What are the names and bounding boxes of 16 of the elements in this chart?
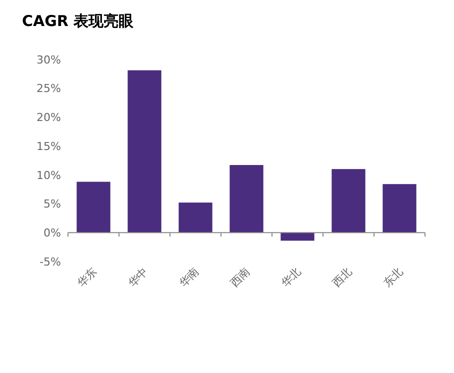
y-tick-label: 5% [44, 198, 61, 211]
y-tick-label: 20% [36, 111, 61, 124]
x-tick-label: 华南 [176, 264, 202, 290]
chart-title: CAGR 表现亮眼 [22, 12, 135, 30]
y-tick-label: 0% [44, 226, 61, 240]
y-tick-label: 15% [36, 140, 61, 153]
x-tick-label: 华中 [126, 264, 151, 290]
x-tick-label: 华东 [74, 264, 100, 290]
x-tick-label: 西北 [330, 264, 355, 290]
x-tick-label: 西南 [228, 264, 253, 290]
x-tick-label: 华北 [278, 264, 304, 290]
y-tick-label: 25% [36, 82, 61, 96]
y-tick-label: 10% [36, 168, 61, 182]
y-tick-label: 30% [36, 53, 61, 66]
x-tick-label: 东北 [380, 264, 406, 290]
y-tick-label: -5% [40, 256, 61, 268]
